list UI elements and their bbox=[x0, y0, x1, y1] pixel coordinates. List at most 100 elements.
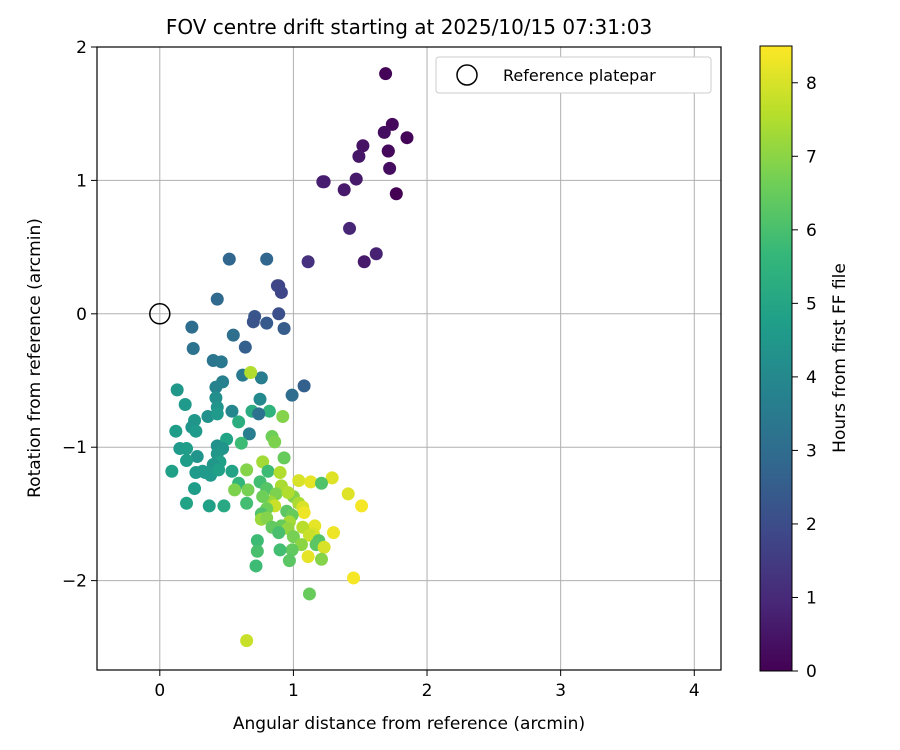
plot-frame bbox=[96, 46, 722, 671]
reference-platepar-marker bbox=[149, 303, 171, 325]
data-point bbox=[225, 404, 239, 418]
data-point bbox=[352, 149, 366, 163]
y-tick-label: 1 bbox=[76, 171, 87, 191]
data-point bbox=[277, 451, 291, 465]
data-point bbox=[314, 476, 328, 490]
data-point bbox=[165, 464, 179, 478]
data-point bbox=[349, 172, 363, 186]
data-point bbox=[385, 117, 399, 131]
data-point bbox=[180, 442, 194, 456]
colorbar-tick-label: 3 bbox=[806, 441, 817, 461]
data-point bbox=[301, 550, 315, 564]
reference-marker bbox=[149, 303, 171, 325]
data-point bbox=[347, 571, 361, 585]
data-point bbox=[337, 183, 351, 197]
data-point bbox=[217, 499, 231, 513]
data-point bbox=[240, 463, 254, 477]
data-point bbox=[377, 125, 391, 139]
data-point bbox=[285, 543, 299, 557]
data-point bbox=[383, 161, 397, 175]
data-point bbox=[301, 255, 315, 269]
x-tick-label: 2 bbox=[422, 681, 433, 701]
legend-box bbox=[435, 56, 712, 94]
data-point bbox=[214, 355, 228, 369]
data-point bbox=[178, 398, 192, 412]
data-point bbox=[212, 463, 226, 477]
data-point bbox=[325, 471, 339, 485]
data-point bbox=[256, 490, 270, 504]
legend-entry-reference-platepar: Reference platepar bbox=[503, 66, 656, 85]
data-point bbox=[302, 587, 316, 601]
data-point bbox=[238, 340, 252, 354]
data-point bbox=[190, 450, 204, 464]
data-point bbox=[232, 415, 246, 429]
colorbar-tick-label: 1 bbox=[806, 588, 817, 608]
data-point bbox=[272, 526, 286, 540]
data-point bbox=[240, 496, 254, 510]
data-point bbox=[241, 483, 255, 497]
colorbar-tick-label: 5 bbox=[806, 294, 817, 314]
data-point bbox=[273, 543, 287, 557]
data-point bbox=[292, 474, 306, 488]
data-point bbox=[389, 187, 403, 201]
data-point bbox=[180, 496, 194, 510]
data-point bbox=[180, 454, 194, 468]
colorbar-tick-label: 8 bbox=[806, 74, 817, 94]
x-axis-label: Angular distance from reference (arcmin) bbox=[233, 714, 585, 734]
data-point bbox=[253, 392, 267, 406]
x-axis-ticks: 0 1 2 3 4 bbox=[154, 670, 700, 701]
data-point bbox=[343, 221, 357, 235]
x-tick-label: 1 bbox=[288, 681, 299, 701]
data-point bbox=[189, 466, 203, 480]
colorbar-tick-label: 6 bbox=[806, 221, 817, 241]
colorbar-tick-label: 2 bbox=[806, 515, 817, 535]
data-point bbox=[297, 379, 311, 393]
data-point bbox=[400, 131, 414, 145]
data-point bbox=[188, 482, 202, 496]
y-tick-label: 2 bbox=[76, 38, 87, 58]
data-points bbox=[165, 67, 414, 648]
data-point bbox=[274, 285, 288, 299]
y-tick-label: 0 bbox=[76, 305, 87, 325]
data-point bbox=[277, 321, 291, 335]
data-point bbox=[276, 410, 290, 424]
data-point bbox=[341, 487, 355, 501]
data-point bbox=[357, 255, 371, 269]
data-point bbox=[317, 540, 331, 554]
data-point bbox=[286, 530, 300, 544]
data-point bbox=[314, 552, 328, 566]
data-point bbox=[356, 139, 370, 153]
y-axis-label: Rotation from reference (arcmin) bbox=[25, 218, 45, 498]
colorbar-label: Hours from first FF file bbox=[830, 263, 850, 453]
colorbar-tick-label: 4 bbox=[806, 368, 817, 388]
data-point bbox=[254, 371, 268, 385]
data-point bbox=[355, 499, 369, 513]
data-point bbox=[210, 407, 224, 421]
x-tick-label: 3 bbox=[555, 681, 566, 701]
data-point bbox=[246, 315, 260, 329]
data-point bbox=[185, 320, 199, 334]
data-point bbox=[222, 252, 236, 266]
data-point bbox=[244, 366, 258, 380]
legend-marker bbox=[456, 64, 478, 86]
colorbar-tick-label: 7 bbox=[806, 147, 817, 167]
data-point bbox=[369, 247, 383, 261]
data-point bbox=[169, 424, 183, 438]
y-tick-label: −2 bbox=[62, 572, 87, 592]
data-point bbox=[285, 388, 299, 402]
data-point bbox=[170, 383, 184, 397]
data-point bbox=[250, 544, 264, 558]
data-point bbox=[234, 436, 248, 450]
data-point bbox=[327, 526, 341, 540]
data-point bbox=[250, 534, 264, 548]
data-point bbox=[228, 483, 242, 497]
data-point bbox=[226, 328, 240, 342]
legend: Reference platepar bbox=[435, 56, 712, 94]
data-point bbox=[381, 144, 395, 158]
data-point bbox=[210, 292, 224, 306]
data-point bbox=[297, 506, 311, 520]
data-point bbox=[261, 464, 275, 478]
data-point bbox=[252, 407, 266, 421]
colorbar-gradient bbox=[759, 45, 793, 672]
